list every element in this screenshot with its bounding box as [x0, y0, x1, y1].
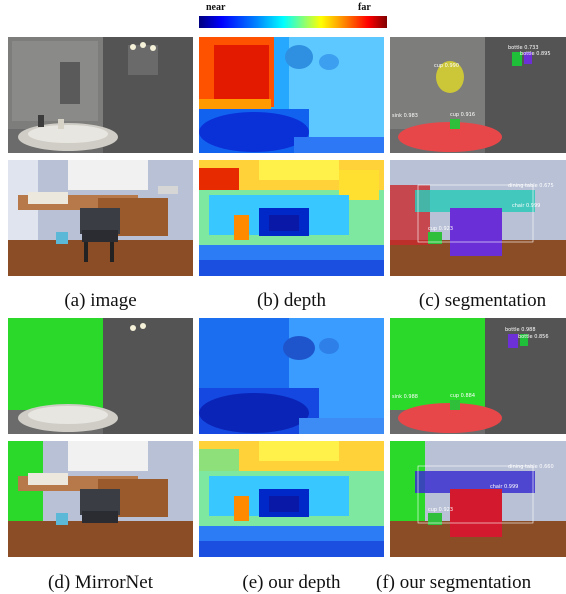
- colorbar-near-label: near: [206, 2, 226, 13]
- caption-depth: (b) depth: [256, 290, 327, 311]
- seg-label: sink 0.988: [392, 394, 418, 400]
- mirrornet-bathroom: [8, 318, 193, 434]
- seg-label: cup 0.990: [434, 63, 459, 69]
- caption-our-depth: (e) our depth: [242, 572, 341, 593]
- depth-bedroom: [199, 160, 384, 276]
- seg-label: sink 0.983: [392, 113, 418, 119]
- seg-label: dining table 0.675: [508, 183, 554, 189]
- our-segmentation-bathroom: bottle 0.988 bottle 0.856 sink 0.988 cup…: [390, 318, 566, 434]
- seg-label: cup 0.923: [428, 507, 453, 513]
- segmentation-bathroom: bottle 0.733 bottle 0.895 cup 0.990 sink…: [390, 37, 566, 153]
- depth-bathroom: [199, 37, 384, 153]
- our-depth-bedroom: [199, 441, 384, 557]
- seg-label: bottle 0.856: [518, 334, 549, 340]
- segmentation-bedroom: dining table 0.675 chair 0.999 cup 0.923: [390, 160, 566, 276]
- seg-label: cup 0.884: [450, 393, 475, 399]
- seg-label: chair 0.999: [490, 484, 518, 490]
- mirrornet-bedroom: [8, 441, 193, 557]
- seg-label: chair 0.999: [512, 203, 540, 209]
- caption-image: (a) image: [64, 290, 137, 311]
- seg-label: bottle 0.733: [508, 45, 539, 51]
- our-depth-bathroom: [199, 318, 384, 434]
- seg-label: cup 0.923: [428, 226, 453, 232]
- image-bathroom: [8, 37, 193, 153]
- seg-label: bottle 0.988: [505, 327, 536, 333]
- colorbar-far-label: far: [358, 2, 371, 13]
- caption-segmentation: (c) segmentation: [418, 290, 547, 311]
- seg-label: cup 0.916: [450, 112, 475, 118]
- our-segmentation-bedroom: dining table 0.660 chair 0.999 cup 0.923: [390, 441, 566, 557]
- caption-mirrornet: (d) MirrorNet: [48, 572, 153, 593]
- caption-our-segmentation: (f) our segmentation: [376, 572, 532, 593]
- depth-colorbar: [199, 16, 387, 28]
- seg-label: bottle 0.895: [520, 51, 551, 57]
- seg-label: dining table 0.660: [508, 464, 554, 470]
- image-bedroom: [8, 160, 193, 276]
